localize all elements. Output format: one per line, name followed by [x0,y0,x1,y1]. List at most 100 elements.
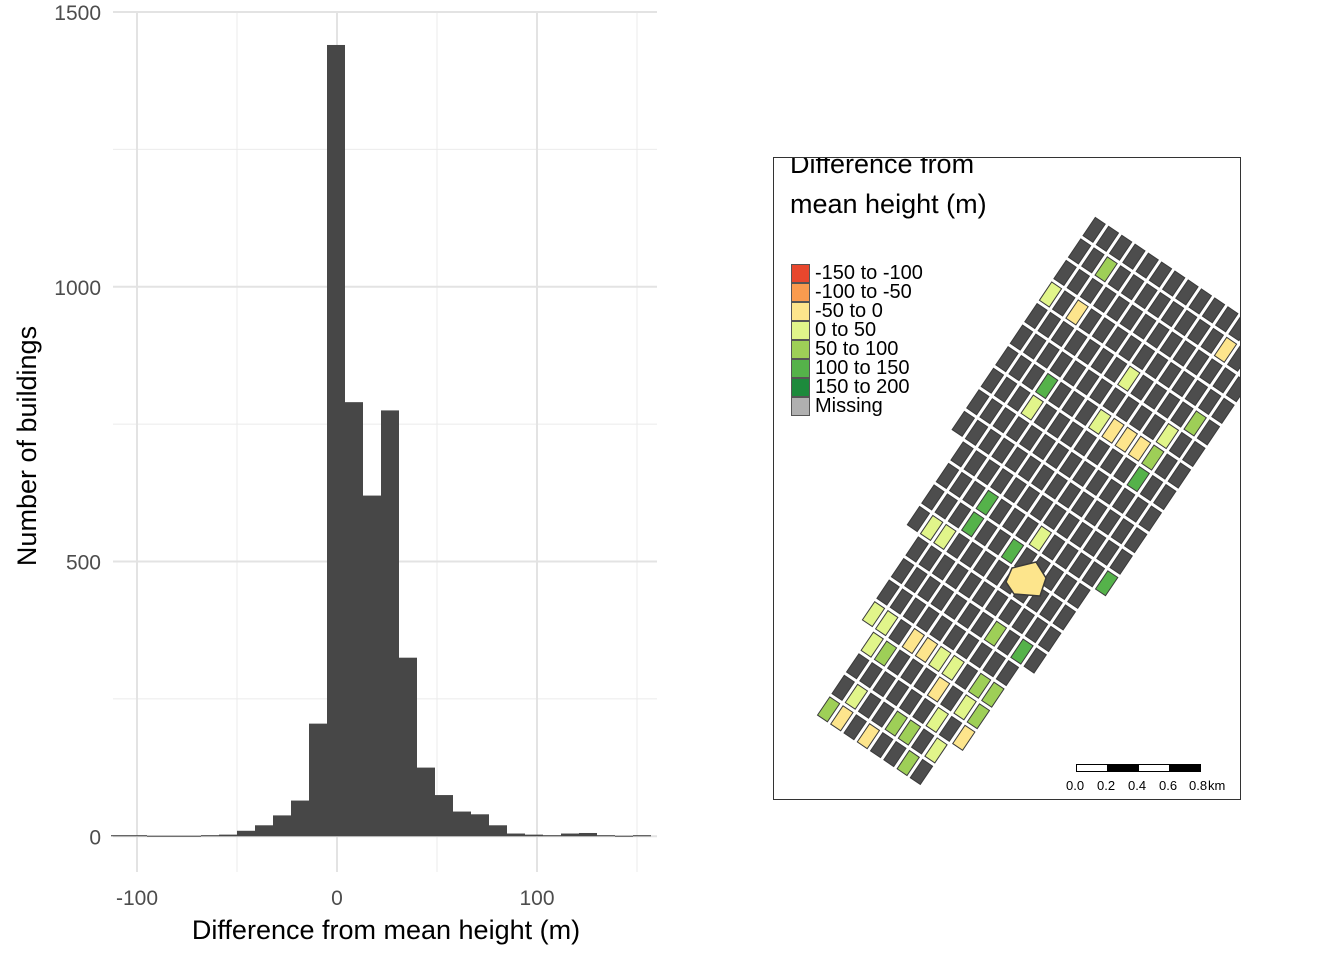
map-building [889,588,914,615]
map-building [930,584,955,612]
map-building [931,554,956,581]
map-building [925,706,950,734]
y-axis-label: Number of buildings [12,326,42,566]
legend-item: Missing [791,396,923,416]
map-building [912,697,936,725]
map-building [926,676,951,703]
map-building [940,685,964,712]
map-building [970,611,994,638]
map-building [914,636,939,664]
map-building [1105,326,1129,353]
map-building [1058,451,1083,479]
map-building [1144,352,1169,380]
map-building [1082,216,1106,243]
map-building [874,609,899,637]
map-building [1098,478,1123,505]
map-building [1060,421,1084,448]
histogram-bar [165,835,183,837]
map-building [856,723,881,750]
map-building [1135,252,1159,279]
map-building [1087,408,1112,435]
histogram-bar [543,835,561,837]
histogram-bars [111,44,651,837]
map-building [998,599,1022,626]
map-building [1084,500,1108,527]
map-building [1085,469,1109,496]
map-building [1081,247,1105,274]
legend-item: 50 to 100 [791,338,923,360]
map-building [1184,379,1209,407]
map-building [1078,308,1103,335]
map-building [1077,338,1101,365]
map-building [1173,309,1198,337]
map-building [1056,512,1080,540]
histogram-bar [381,410,399,837]
map-building [1101,417,1125,444]
histogram-bar [201,835,219,837]
map-building [888,618,912,646]
map-building [957,602,981,629]
map-building [906,505,931,533]
map-building [991,437,1015,464]
legend-swatch [791,302,810,321]
map-building [943,593,968,620]
map-building [1019,424,1043,452]
x-tick-label: 100 [519,887,554,910]
map-building [954,663,979,690]
map-building [969,642,993,669]
histogram-bar [327,44,345,837]
histogram-bar [525,834,543,837]
map-building [938,715,963,742]
map-building [946,532,970,559]
map-building [1155,422,1180,450]
map-building [860,631,884,658]
histogram-chart: 0 500 1000 1500 -100 0 100 Difference from me… [12,2,657,945]
map-building [1036,342,1060,369]
map-building [910,728,935,755]
map-building [1063,329,1088,357]
histogram-bar [219,834,237,837]
map-building [1029,494,1054,522]
map-building [1113,457,1137,484]
map-building [1185,349,1210,376]
legend-label: 50 to 100 [815,338,899,360]
map-building [1024,616,1049,644]
map-building [1009,324,1034,351]
map-building [1156,392,1181,419]
map-building [1041,534,1066,561]
map-building [1016,485,1041,513]
map-building [1082,530,1107,557]
map-building [950,441,974,468]
legend-label: 150 to 200 [815,376,910,398]
map-building [929,615,953,642]
map-building [1062,360,1087,387]
map-building [1148,261,1173,288]
legend-swatch [791,378,810,397]
map-building [947,502,972,529]
map-building [1055,543,1079,570]
map-building [1118,335,1142,362]
map-building [1126,466,1151,493]
map-building [972,550,997,577]
histogram-bar [237,830,255,837]
map-building [1089,378,1113,405]
map-building [843,714,867,741]
map-building [951,410,976,437]
legend-title: Difference from mean height (m) [790,158,987,219]
map-building [976,459,1001,486]
map-building [983,620,1008,647]
map-building [1069,521,1094,548]
histogram-bar [579,832,597,837]
map-building [995,660,1020,687]
histogram-bar [291,800,309,837]
map-building [1107,265,1132,292]
map-building [1153,483,1177,511]
map-building [960,511,985,538]
map-building [990,468,1014,495]
map-building [1099,448,1124,475]
legend-label: 0 to 50 [815,319,877,341]
map-building [831,674,855,701]
map-building [1022,333,1047,360]
map-building [984,590,1009,617]
map-building [1048,381,1072,409]
